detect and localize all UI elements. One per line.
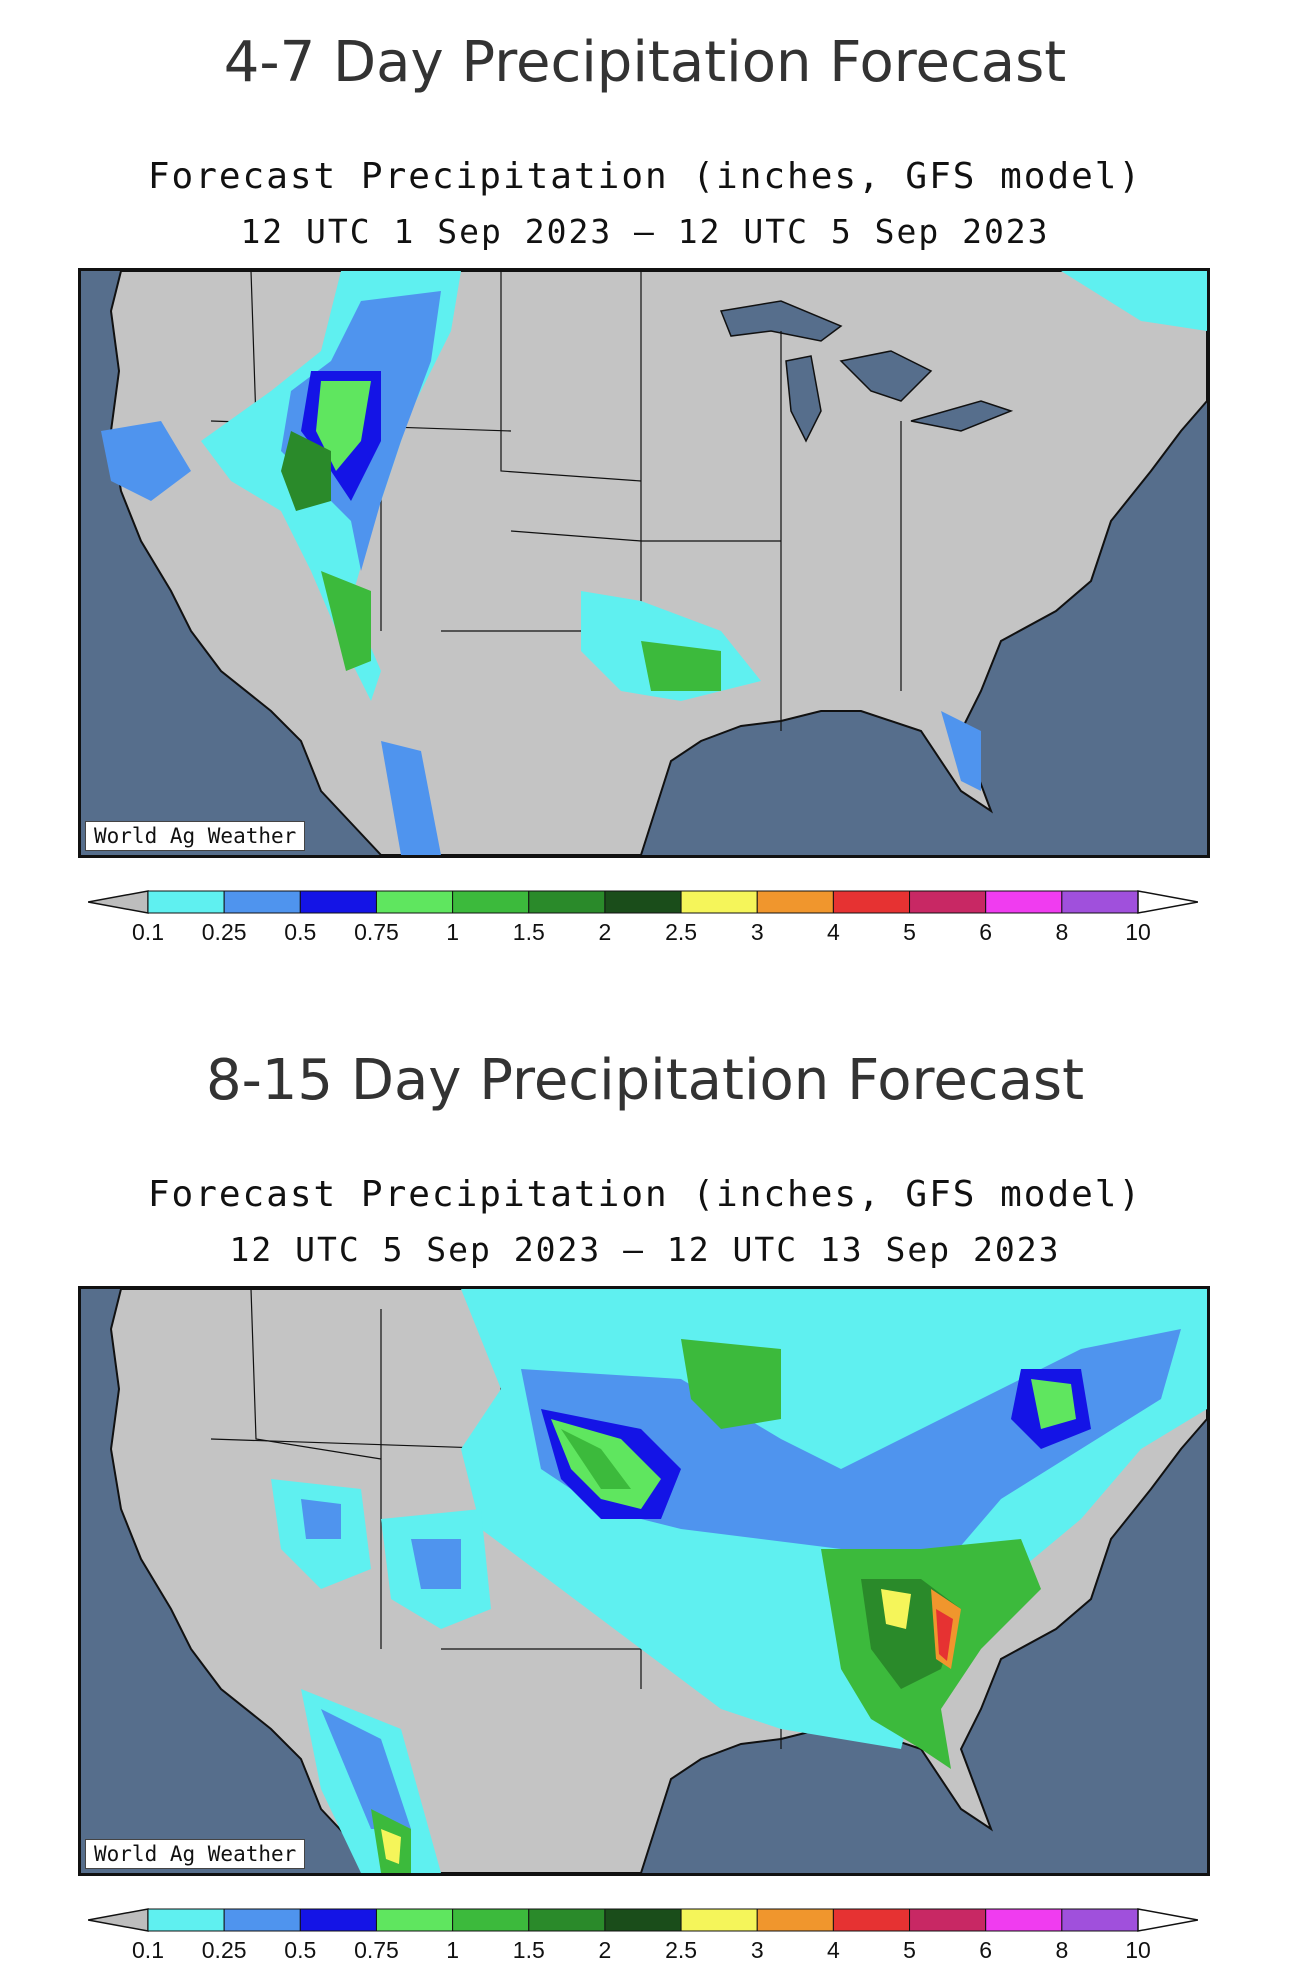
colorbar-tick-label: 0.25 <box>201 1937 247 1963</box>
colorbar-tick-label: 8 <box>1055 919 1069 945</box>
colorbar-tick-label: 2.5 <box>665 1937 698 1963</box>
colorbar-scale <box>88 890 1198 914</box>
colorbar-tick-label: 5 <box>903 919 916 945</box>
precipitation-colorbar: 0.1 0.25 0.5 0.75 1 1.5 2 2.5 3 4 5 6 8 10 <box>88 1903 1198 1973</box>
colorbar-tick-label: 1.5 <box>512 1937 545 1963</box>
colorbar-segment <box>756 890 834 914</box>
colorbar-segment <box>832 1908 911 1932</box>
colorbar-segment <box>375 1908 454 1932</box>
colorbar-tick-label: 3 <box>750 919 764 945</box>
colorbar-segment <box>528 890 606 914</box>
colorbar-tick-label: 1 <box>446 919 460 945</box>
colorbar-tick-label: 5 <box>903 1937 916 1963</box>
colorbar-segment <box>985 1908 1063 1932</box>
colorbar-tick-label: 0.25 <box>201 919 247 945</box>
precipitation-map: World Ag Weather <box>78 268 1210 858</box>
colorbar-segment <box>832 890 911 914</box>
colorbar-segment <box>223 1908 301 1932</box>
precipitation-map: World Ag Weather <box>78 1286 1210 1876</box>
colorbar-tick-label: 0.1 <box>132 919 164 945</box>
colorbar-segment-above <box>1137 1908 1198 1932</box>
precipitation-colorbar: 0.1 0.25 0.5 0.75 1 1.5 2 2.5 3 4 5 6 8 10 <box>88 885 1198 955</box>
colorbar-tick-label: 4 <box>826 919 840 945</box>
panel-heading: 4-7 Day Precipitation Forecast <box>223 30 1067 95</box>
colorbar-segment <box>147 890 225 914</box>
colorbar-segment <box>147 1908 225 1932</box>
colorbar-tick-label: 0.75 <box>354 919 399 945</box>
colorbar-segment <box>1061 890 1139 914</box>
colorbar-tick-label: 2 <box>598 919 612 945</box>
colorbar-segment <box>452 1908 530 1932</box>
colorbar-segment <box>909 890 987 914</box>
colorbar-segment <box>756 1908 834 1932</box>
colorbar-segment <box>680 1908 758 1932</box>
chart-period: 12 UTC 1 Sep 2023 – 12 UTC 5 Sep 2023 <box>240 212 1050 251</box>
colorbar-segment <box>909 1908 987 1932</box>
colorbar-tick-label: 6 <box>979 1937 993 1963</box>
credit-label: World Ag Weather <box>85 821 306 851</box>
colorbar-tick-label: 0.5 <box>284 1937 317 1963</box>
us-map-graphic <box>101 271 1207 855</box>
colorbar-segment <box>223 890 301 914</box>
credit-label: World Ag Weather <box>85 1839 306 1869</box>
colorbar-tick-label: 1.5 <box>512 919 545 945</box>
colorbar-tick-label: 3 <box>750 1937 764 1963</box>
colorbar-scale <box>88 1908 1198 1932</box>
colorbar-segment <box>604 890 682 914</box>
colorbar-segment-below <box>88 1908 149 1932</box>
colorbar-tick-label: 0.5 <box>284 919 317 945</box>
colorbar-tick-label: 0.1 <box>132 1937 164 1963</box>
colorbar-tick-label: 10 <box>1125 1937 1151 1963</box>
colorbar-segment <box>452 890 530 914</box>
panel-heading: 8-15 Day Precipitation Forecast <box>205 1048 1085 1113</box>
colorbar-segment <box>680 890 758 914</box>
colorbar-segment-above <box>1137 890 1198 914</box>
colorbar-segment <box>375 890 454 914</box>
colorbar-tick-label: 0.75 <box>354 1937 399 1963</box>
colorbar-segment <box>299 1908 377 1932</box>
colorbar-tick-label: 2.5 <box>665 919 698 945</box>
chart-period: 12 UTC 5 Sep 2023 – 12 UTC 13 Sep 2023 <box>229 1230 1061 1269</box>
colorbar-segment-below <box>88 890 149 914</box>
colorbar-tick-label: 2 <box>598 1937 612 1963</box>
colorbar-segment <box>1061 1908 1139 1932</box>
colorbar-segment <box>528 1908 606 1932</box>
colorbar-tick-label: 6 <box>979 919 993 945</box>
colorbar-segment <box>299 890 377 914</box>
colorbar-tick-label: 8 <box>1055 1937 1069 1963</box>
colorbar-segment <box>604 1908 682 1932</box>
chart-subtitle: Forecast Precipitation (inches, GFS mode… <box>147 1174 1143 1215</box>
colorbar-tick-label: 4 <box>826 1937 840 1963</box>
us-map-graphic <box>109 1289 1207 1873</box>
chart-subtitle: Forecast Precipitation (inches, GFS mode… <box>147 156 1143 197</box>
colorbar-tick-label: 10 <box>1125 919 1151 945</box>
colorbar-tick-label: 1 <box>446 1937 460 1963</box>
colorbar-segment <box>985 890 1063 914</box>
